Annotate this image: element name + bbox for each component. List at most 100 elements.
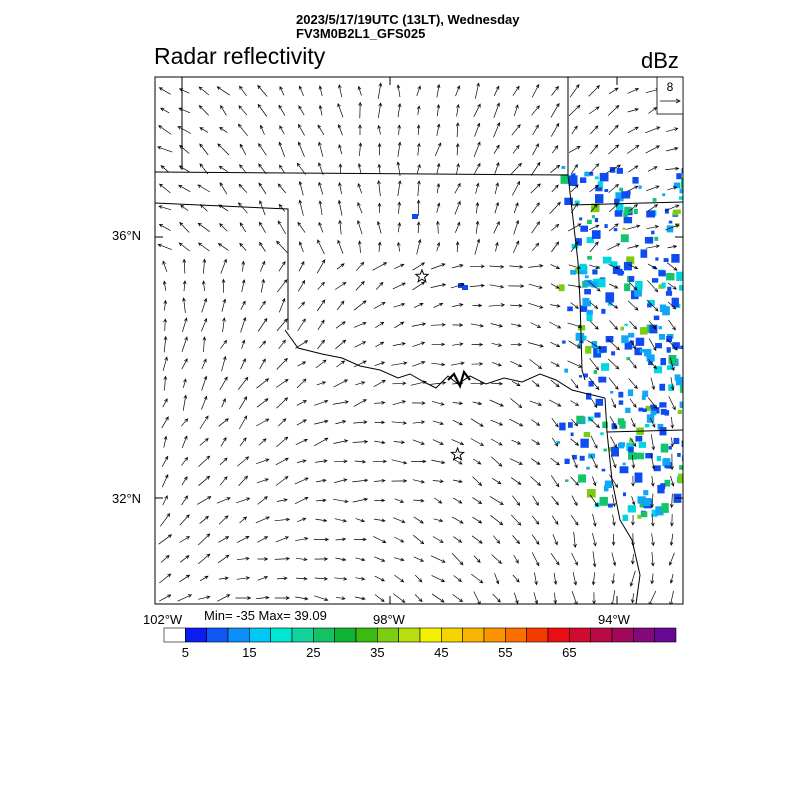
- reflectivity-cell: [645, 405, 651, 411]
- wind-arrow: [198, 455, 211, 468]
- wind-arrow: [357, 85, 362, 96]
- reflectivity-cell: [575, 238, 582, 246]
- wind-arrow: [608, 263, 620, 270]
- wind-arrow: [220, 437, 227, 447]
- wind-arrow: [528, 302, 544, 309]
- wind-arrow: [178, 242, 190, 252]
- wind-arrow: [645, 126, 661, 134]
- reflectivity-cell: [653, 315, 660, 321]
- wind-arrow: [297, 459, 307, 463]
- wind-arrow: [377, 142, 382, 156]
- wind-arrow: [298, 199, 304, 216]
- wind-arrow: [315, 459, 328, 463]
- reflectivity-cell: [594, 176, 599, 180]
- wind-arrow: [494, 201, 500, 214]
- wind-arrow: [259, 241, 266, 252]
- wind-arrow: [294, 477, 309, 485]
- wind-arrow: [218, 418, 229, 427]
- wind-arrow: [298, 105, 305, 116]
- wind-arrow: [416, 163, 421, 174]
- colorbar-swatch: [483, 627, 506, 643]
- wind-arrow: [216, 86, 230, 96]
- wind-arrow: [158, 224, 171, 231]
- wind-arrow: [337, 103, 344, 118]
- wind-arrow: [629, 570, 636, 587]
- wind-arrow: [433, 302, 444, 309]
- wind-arrow: [218, 515, 229, 525]
- wind-arrow: [276, 240, 288, 254]
- wind-arrow: [276, 357, 288, 370]
- reflectivity-cell: [634, 472, 643, 483]
- wind-arrow: [278, 203, 286, 212]
- wind-arrow: [669, 590, 674, 604]
- wind-arrow: [412, 479, 425, 484]
- reflectivity-cell: [666, 347, 671, 353]
- reflectivity-cell: [592, 269, 598, 275]
- wind-arrow: [436, 202, 441, 213]
- wind-arrow: [590, 144, 599, 155]
- wind-arrow: [314, 437, 329, 447]
- colorbar-swatch: [526, 627, 549, 643]
- reflectivity-cell: [587, 219, 592, 224]
- wind-arrow: [274, 556, 291, 561]
- wind-arrow: [665, 166, 680, 171]
- wind-arrow: [334, 478, 348, 483]
- wind-arrow: [397, 103, 402, 118]
- wind-arrow: [417, 180, 421, 197]
- reflectivity-cell: [622, 462, 626, 466]
- wind-arrow: [416, 105, 421, 116]
- wind-arrow: [551, 85, 559, 96]
- model-name-header: FV3M0B2L1_GFS025: [296, 26, 426, 41]
- wind-arrow: [493, 85, 500, 96]
- wind-arrow: [178, 184, 191, 193]
- wind-arrow: [352, 439, 369, 444]
- ok-panhandle-border: [155, 202, 289, 330]
- reflectivity-cell: [651, 509, 658, 517]
- wind-arrow: [257, 317, 268, 332]
- wind-arrow: [375, 321, 385, 328]
- wind-arrow: [553, 592, 558, 604]
- wind-arrow: [628, 281, 638, 291]
- wind-arrow: [551, 241, 560, 253]
- wind-arrow: [666, 338, 678, 351]
- reflectivity-cell: [584, 275, 589, 279]
- wind-arrow: [374, 420, 386, 425]
- reflectivity-cell: [635, 280, 643, 290]
- wind-arrow: [453, 497, 463, 504]
- reflectivity-cell: [659, 402, 667, 408]
- wind-arrow: [608, 124, 619, 135]
- wind-arrow: [416, 124, 421, 135]
- wind-arrow: [513, 219, 520, 235]
- wind-arrow: [550, 379, 560, 388]
- wind-arrow: [631, 496, 636, 506]
- wind-arrow: [314, 557, 329, 561]
- wind-arrow: [472, 303, 483, 308]
- wind-arrow: [630, 554, 635, 565]
- wind-arrow: [512, 495, 521, 506]
- wind-arrow: [508, 284, 525, 288]
- wind-arrow: [510, 514, 522, 526]
- wind-arrow: [452, 323, 464, 327]
- reflectivity-cell: [650, 404, 656, 409]
- reflectivity-cell: [628, 332, 635, 338]
- reflectivity-cell: [666, 336, 672, 343]
- wind-arrow: [411, 322, 427, 327]
- wind-arrow: [411, 459, 427, 464]
- wind-arrow: [412, 439, 425, 445]
- wind-arrow: [648, 338, 657, 352]
- wind-arrow: [236, 556, 250, 561]
- wind-arrow: [377, 202, 382, 213]
- wind-arrow: [414, 574, 423, 583]
- wind-arrow: [630, 418, 636, 428]
- wind-arrow: [489, 496, 504, 506]
- wind-arrow: [357, 202, 363, 214]
- wind-arrow: [588, 106, 600, 115]
- wind-arrow: [432, 479, 444, 484]
- wind-arrow: [276, 576, 288, 581]
- wind-arrow: [436, 220, 440, 234]
- wind-arrow: [609, 416, 618, 430]
- wind-arrow: [627, 300, 639, 311]
- reflectivity-cell: [593, 348, 602, 358]
- wind-arrow: [611, 533, 616, 546]
- wind-arrow: [276, 397, 289, 409]
